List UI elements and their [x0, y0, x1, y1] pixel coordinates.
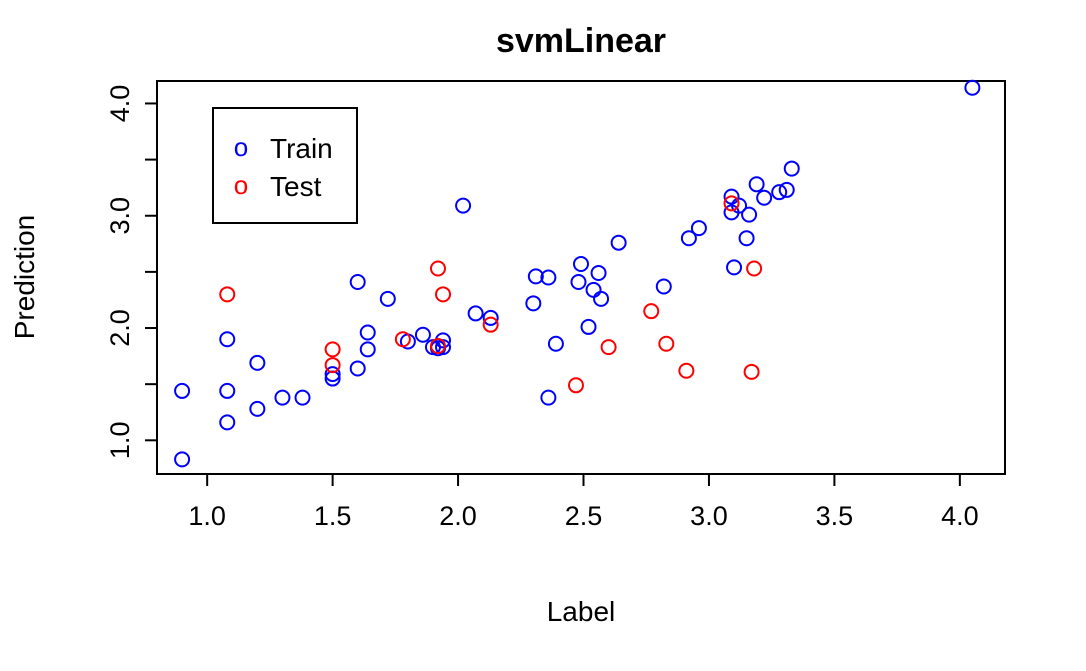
test-point: [643, 303, 660, 320]
train-point: [219, 331, 236, 348]
train-point: [655, 278, 672, 295]
train-point: [349, 360, 366, 377]
test-point: [743, 363, 760, 380]
train-point: [726, 259, 743, 276]
test-point: [324, 357, 341, 374]
test-point: [746, 260, 763, 277]
train-point: [249, 354, 266, 371]
train-point: [324, 366, 341, 383]
train-point: [174, 451, 191, 468]
y-tick-label: 4.0: [105, 85, 135, 123]
train-point: [540, 269, 557, 286]
x-tick-label: 2.5: [565, 501, 603, 531]
x-tick-label: 1.5: [314, 501, 352, 531]
test-point: [723, 195, 740, 212]
y-tick-label: 2.0: [105, 309, 135, 347]
train-point: [738, 230, 755, 247]
legend-symbol-train: o: [234, 132, 248, 162]
train-point: [467, 305, 484, 322]
test-point: [394, 331, 411, 348]
train-point: [547, 335, 564, 352]
train-point: [783, 160, 800, 177]
train-point: [771, 184, 788, 201]
test-point: [324, 341, 341, 358]
y-axis: 1.0 2.0 3.0 4.0: [105, 85, 158, 460]
test-point: [567, 377, 584, 394]
train-point: [741, 206, 758, 223]
train-point: [359, 324, 376, 341]
train-point: [174, 382, 191, 399]
train-point: [590, 265, 607, 282]
test-point: [482, 316, 499, 333]
y-tick-label: 1.0: [105, 422, 135, 460]
train-point: [778, 181, 795, 198]
train-point: [482, 309, 499, 326]
train-point: [964, 79, 981, 96]
train-point: [610, 234, 627, 251]
chart-title: svmLinear: [496, 22, 666, 60]
train-point: [219, 382, 236, 399]
train-point: [455, 197, 472, 214]
x-axis: 1.0 1.5 2.0 2.5 3.0 3.5 4.0: [188, 473, 979, 531]
train-point: [573, 256, 589, 273]
train-point: [414, 326, 431, 343]
x-tick-label: 1.0: [188, 501, 226, 531]
legend-label-test: Test: [270, 171, 322, 202]
train-point: [570, 273, 587, 290]
test-point: [429, 337, 446, 354]
train-point: [359, 341, 376, 358]
train-point: [435, 332, 452, 349]
x-tick-label: 2.0: [439, 501, 477, 531]
train-point: [585, 281, 602, 298]
x-tick-label: 3.0: [690, 501, 728, 531]
legend: o Train o Test: [212, 107, 358, 224]
test-point: [600, 339, 617, 356]
test-point: [678, 362, 695, 379]
test-point: [219, 286, 236, 303]
train-point: [540, 389, 557, 406]
legend-label-train: Train: [270, 133, 333, 164]
legend-symbol-test: o: [234, 170, 248, 200]
test-point: [658, 335, 675, 352]
x-tick-label: 4.0: [941, 501, 979, 531]
train-point: [690, 220, 707, 237]
train-point: [294, 389, 311, 406]
test-point: [435, 286, 452, 303]
train-point: [249, 400, 266, 417]
train-point: [525, 295, 542, 312]
legend-box: [212, 107, 358, 224]
train-point: [680, 230, 697, 247]
train-point: [593, 290, 610, 307]
y-tick-label: 3.0: [105, 197, 135, 235]
x-tick-label: 3.5: [816, 501, 854, 531]
y-axis-label: Prediction: [9, 215, 40, 340]
data-points: [174, 79, 981, 468]
train-point: [748, 176, 765, 193]
train-point: [580, 318, 597, 335]
train-point: [219, 414, 236, 431]
x-axis-label: Label: [547, 596, 616, 627]
train-point: [379, 290, 396, 307]
train-point: [527, 268, 544, 285]
test-point: [429, 260, 446, 277]
train-point: [731, 197, 748, 214]
train-point: [756, 189, 773, 206]
train-point: [349, 273, 366, 290]
train-point: [274, 389, 291, 406]
